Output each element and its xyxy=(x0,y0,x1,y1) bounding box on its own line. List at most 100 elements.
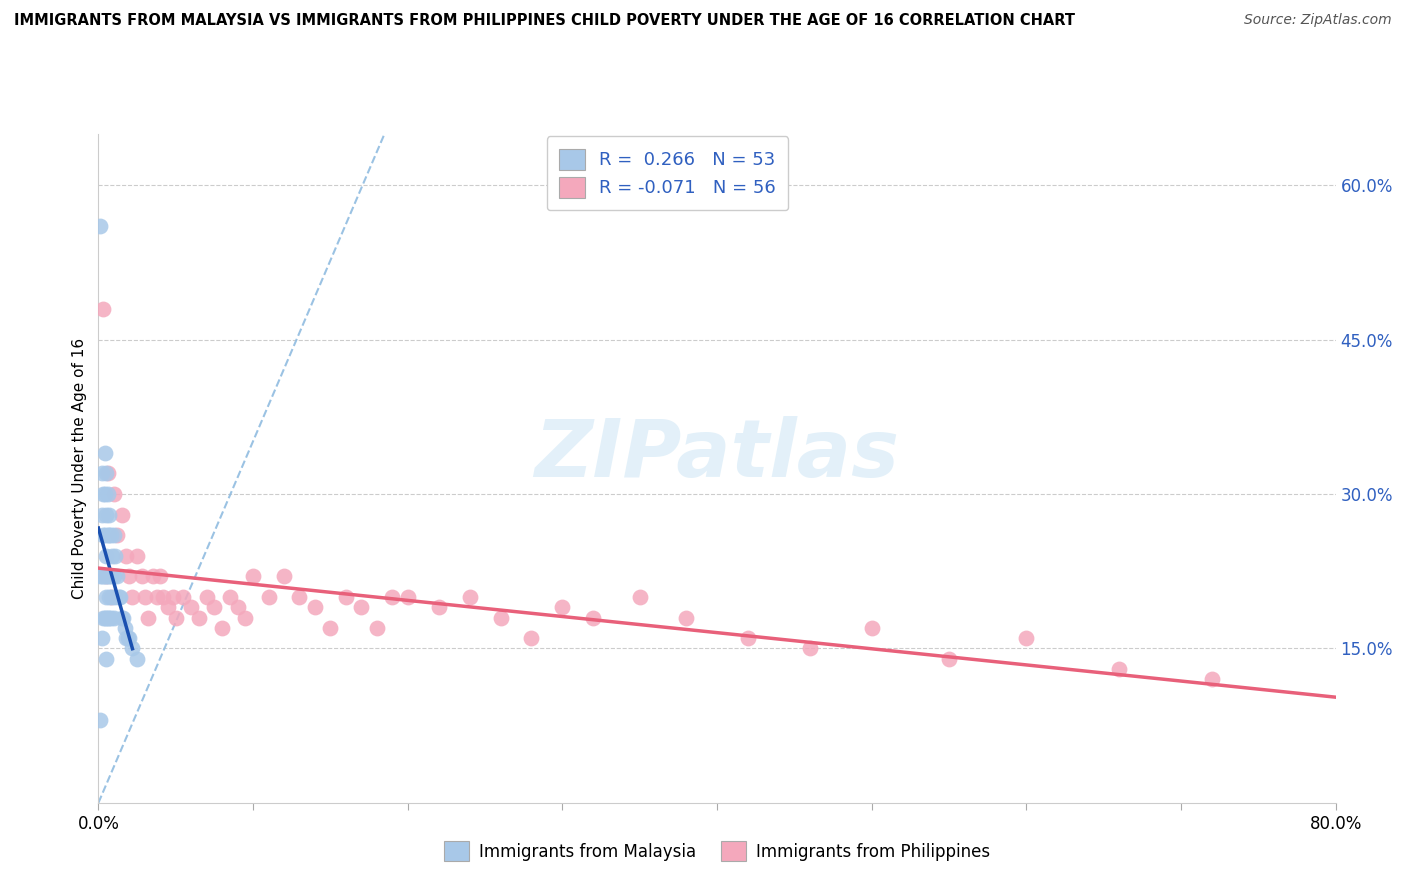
Point xyxy=(458,590,481,604)
Point xyxy=(799,641,821,656)
Point xyxy=(100,610,122,624)
Point xyxy=(97,467,120,481)
Point xyxy=(91,569,114,583)
Point xyxy=(97,487,120,501)
Point xyxy=(165,610,187,624)
Point xyxy=(101,549,124,563)
Point xyxy=(103,569,125,583)
Point xyxy=(335,590,357,604)
Point xyxy=(115,631,138,645)
Point xyxy=(1015,631,1038,645)
Point xyxy=(211,621,233,635)
Point xyxy=(96,549,118,563)
Point xyxy=(104,590,127,604)
Point xyxy=(98,569,121,583)
Point xyxy=(98,610,121,624)
Point xyxy=(97,569,120,583)
Point xyxy=(90,569,112,583)
Point xyxy=(489,610,512,624)
Point xyxy=(90,631,112,645)
Point xyxy=(93,446,115,460)
Point xyxy=(582,610,605,624)
Point xyxy=(121,641,143,656)
Point xyxy=(105,569,128,583)
Point xyxy=(127,549,149,563)
Point xyxy=(273,569,295,583)
Point xyxy=(118,631,141,645)
Point xyxy=(242,569,264,583)
Point xyxy=(90,467,112,481)
Point xyxy=(115,549,138,563)
Point xyxy=(103,487,125,501)
Point xyxy=(427,600,450,615)
Point xyxy=(162,590,184,604)
Point xyxy=(319,621,342,635)
Legend: Immigrants from Malaysia, Immigrants from Philippines: Immigrants from Malaysia, Immigrants fro… xyxy=(437,834,997,868)
Point xyxy=(100,590,122,604)
Point xyxy=(108,590,131,604)
Point xyxy=(366,621,388,635)
Point xyxy=(1108,662,1130,676)
Point xyxy=(98,508,121,522)
Point xyxy=(105,528,128,542)
Point xyxy=(628,590,651,604)
Point xyxy=(98,590,121,604)
Point xyxy=(188,610,211,624)
Point xyxy=(100,528,122,542)
Point xyxy=(860,621,883,635)
Point xyxy=(288,590,311,604)
Point xyxy=(89,569,111,583)
Point xyxy=(91,610,114,624)
Text: IMMIGRANTS FROM MALAYSIA VS IMMIGRANTS FROM PHILIPPINES CHILD POVERTY UNDER THE : IMMIGRANTS FROM MALAYSIA VS IMMIGRANTS F… xyxy=(14,13,1076,29)
Point xyxy=(173,590,195,604)
Point xyxy=(104,549,127,563)
Point xyxy=(96,610,118,624)
Point xyxy=(96,508,118,522)
Point xyxy=(96,590,118,604)
Point xyxy=(96,569,118,583)
Point xyxy=(91,487,114,501)
Point xyxy=(97,528,120,542)
Point xyxy=(226,600,249,615)
Point xyxy=(520,631,543,645)
Point xyxy=(96,651,118,665)
Point xyxy=(107,590,129,604)
Point xyxy=(149,569,172,583)
Point xyxy=(938,651,960,665)
Point xyxy=(152,590,174,604)
Point xyxy=(96,467,118,481)
Point xyxy=(219,590,242,604)
Point xyxy=(142,569,165,583)
Point xyxy=(350,600,373,615)
Point xyxy=(111,508,134,522)
Point xyxy=(111,610,134,624)
Point xyxy=(235,610,257,624)
Point xyxy=(304,600,326,615)
Point xyxy=(101,590,124,604)
Point xyxy=(121,590,143,604)
Point xyxy=(100,569,122,583)
Point xyxy=(675,610,697,624)
Point xyxy=(93,487,115,501)
Point xyxy=(90,508,112,522)
Point xyxy=(103,610,125,624)
Point xyxy=(127,651,149,665)
Point xyxy=(98,528,121,542)
Point xyxy=(91,301,114,316)
Point xyxy=(118,569,141,583)
Point xyxy=(89,219,111,234)
Point xyxy=(180,600,202,615)
Point xyxy=(136,610,159,624)
Point xyxy=(93,528,115,542)
Point xyxy=(114,621,136,635)
Point xyxy=(131,569,153,583)
Point xyxy=(381,590,404,604)
Point xyxy=(103,528,125,542)
Point xyxy=(117,631,139,645)
Y-axis label: Child Poverty Under the Age of 16: Child Poverty Under the Age of 16 xyxy=(72,338,87,599)
Text: Source: ZipAtlas.com: Source: ZipAtlas.com xyxy=(1244,13,1392,28)
Point xyxy=(396,590,419,604)
Point xyxy=(93,569,115,583)
Point xyxy=(134,590,156,604)
Point xyxy=(551,600,574,615)
